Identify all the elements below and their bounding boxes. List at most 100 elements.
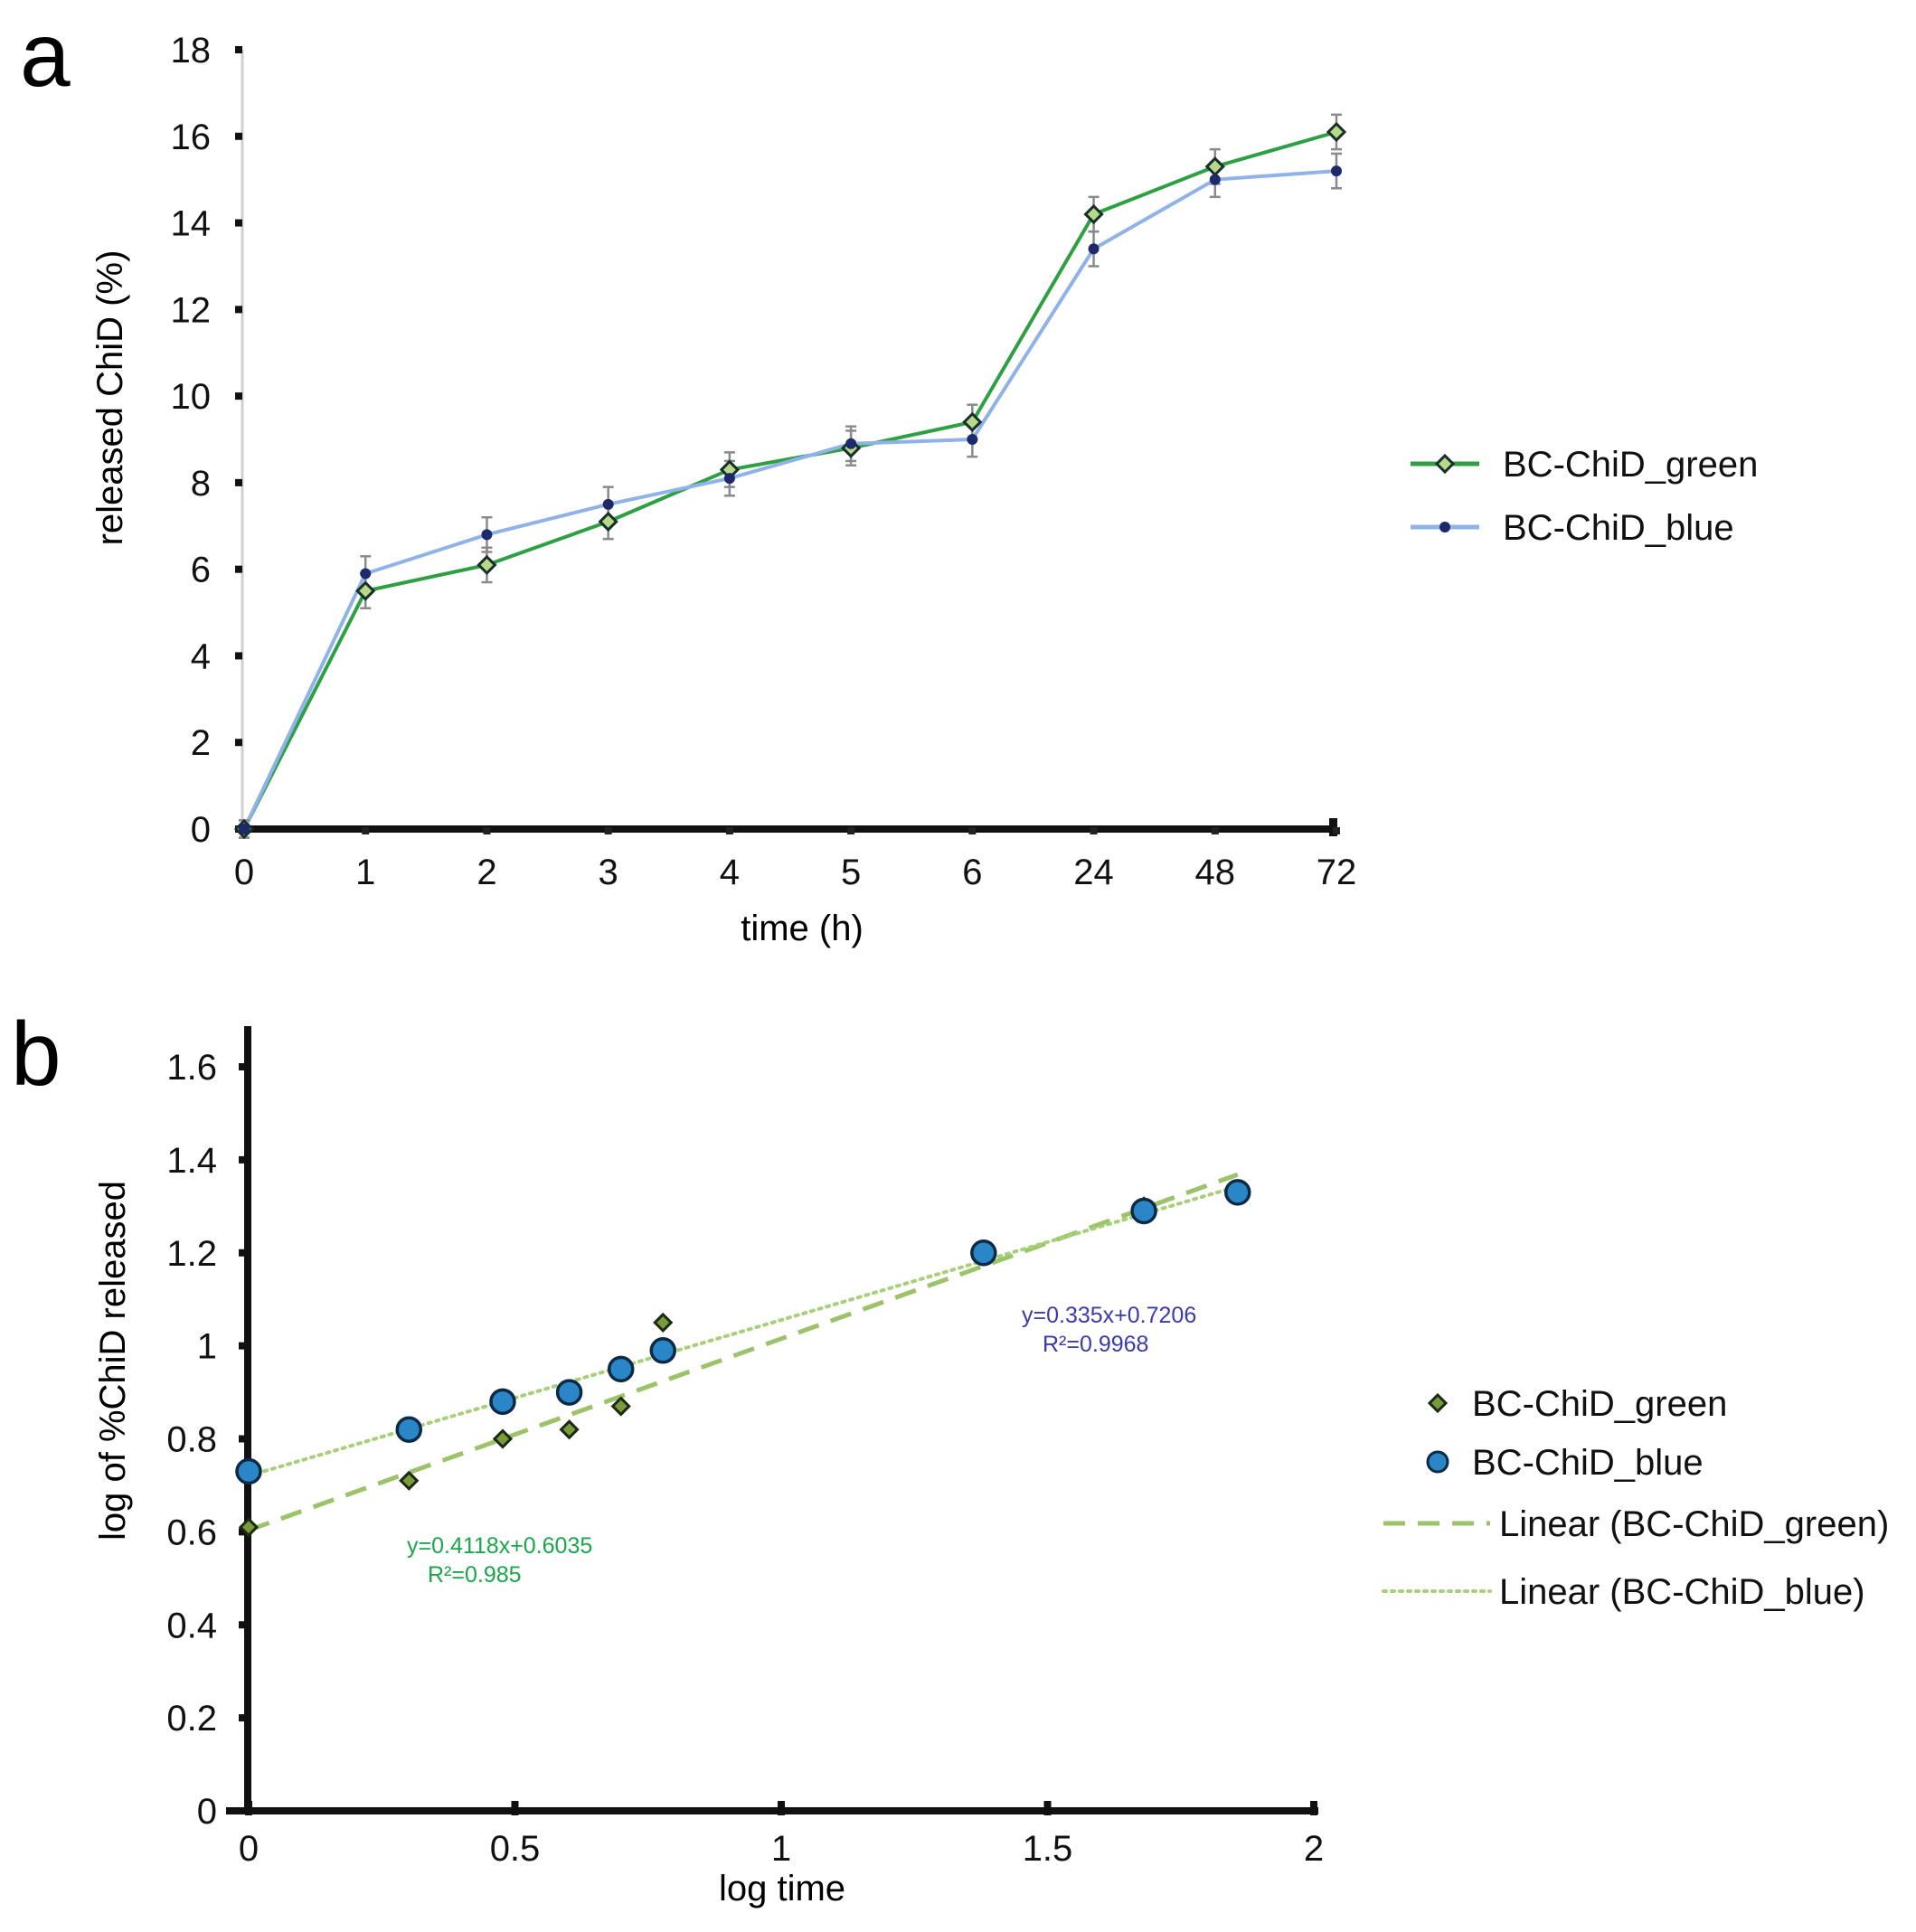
legend-marker-BC-ChiD_green (1427, 1392, 1449, 1414)
scatter-point (610, 1396, 631, 1417)
panel-a-xtick (847, 827, 855, 834)
panel-b-xtick-label: 2 (1304, 1829, 1324, 1869)
panel-b-ytick (239, 1528, 246, 1536)
panel-a-xtick (362, 827, 370, 834)
scatter-point (238, 1517, 260, 1538)
panel-a-ytick-label: 2 (191, 723, 211, 763)
blue-trend-equation: y=0.335x+0.7206 (1022, 1303, 1196, 1328)
panel-a-xtick (968, 827, 977, 834)
panel-b-ytick (239, 1621, 246, 1629)
data-point (360, 568, 372, 580)
panel-a-ytick (235, 392, 242, 401)
panel-a-xtick (1211, 827, 1219, 834)
legend-label-trend-green: Linear (BC-ChiD_green) (1499, 1504, 1889, 1544)
data-point (602, 498, 614, 510)
panel-b-ylabel: log of %ChiD released (93, 1181, 133, 1541)
data-point (355, 580, 376, 601)
legend-label-BC-ChiD_green: BC-ChiD_green (1503, 445, 1758, 485)
legend-marker-BC-ChiD_blue (1439, 522, 1450, 532)
series-line-BC-ChiD_green (242, 130, 1337, 830)
panel-a-xlabel: time (h) (741, 909, 864, 948)
panel-a-ytick-label: 14 (171, 204, 212, 244)
scatter-point (399, 1470, 420, 1491)
panel-b-ytick (239, 1063, 246, 1070)
panel-a-xtick-label: 2 (477, 853, 496, 892)
panel-b-ytick-label: 0.4 (166, 1606, 217, 1645)
scatter-point (555, 1379, 583, 1406)
panel-b-ytick (239, 1714, 246, 1722)
panel-b-ytick-label: 1 (197, 1327, 217, 1367)
series-line-BC-ChiD_blue (242, 169, 1337, 830)
panel-b-xtick (778, 1801, 785, 1815)
legend-label-trend-blue: Linear (BC-ChiD_blue) (1499, 1572, 1865, 1612)
panel-b-ytick-label: 0.8 (166, 1420, 217, 1460)
panel-a-xtick-label: 6 (962, 853, 982, 892)
panel-a-xtick-label: 5 (841, 853, 861, 892)
green-trend-equation: y=0.4118x+0.6035 (407, 1533, 592, 1559)
scatter-point (489, 1388, 516, 1416)
data-point (1204, 156, 1225, 177)
panel-b-legend: BC-ChiD_green BC-ChiD_blue Linear (BC-ChiD… (1382, 1384, 1889, 1612)
data-point (1083, 203, 1104, 225)
panel-b-xtick-label: 0.5 (490, 1829, 541, 1869)
panel-a-ytick-label: 6 (191, 551, 211, 590)
panel-b-xtick-label: 0 (239, 1829, 259, 1869)
scatter-point (653, 1312, 674, 1334)
blue-trend-r2: R²=0.9968 (1043, 1332, 1148, 1357)
panel-b-xlabel: log time (719, 1869, 845, 1908)
panel-b-ytick (239, 1435, 246, 1443)
legend-label-BC-ChiD_green: BC-ChiD_green (1472, 1384, 1727, 1424)
panel-b-ytick-label: 0.2 (166, 1699, 217, 1739)
panel-a-ytick-label: 0 (191, 810, 211, 850)
scatter-point (1224, 1179, 1251, 1206)
legend-label-BC-ChiD_blue: BC-ChiD_blue (1503, 508, 1734, 548)
panel-a-ytick (235, 132, 242, 140)
legend-marker-BC-ChiD_blue (1426, 1450, 1449, 1474)
panel-a-ytick (235, 478, 242, 486)
scatter-point (395, 1416, 423, 1443)
data-point (1331, 165, 1342, 177)
panel-b-ytick-label: 1.6 (166, 1048, 217, 1088)
data-point (481, 529, 493, 541)
panel-a-xtick-label: 72 (1317, 853, 1357, 892)
panel-b-ytick (239, 1155, 246, 1164)
panel-a-ytick-label: 10 (171, 377, 212, 417)
legend-label-BC-ChiD_blue: BC-ChiD_blue (1472, 1443, 1704, 1483)
panel-a-ytick (235, 46, 242, 53)
data-point (1088, 243, 1100, 255)
panel-a-xtick-label: 4 (720, 853, 740, 892)
panel-b-xtick-label: 1 (771, 1829, 791, 1869)
data-point (477, 554, 497, 575)
panel-b-ytick-label: 0 (197, 1792, 217, 1832)
panel-b-ytick (239, 1249, 246, 1257)
data-point (1326, 121, 1347, 143)
panel-a-xtick (604, 827, 612, 834)
legend-marker-BC-ChiD_green (1434, 453, 1456, 475)
panel-b-ytick-label: 1.2 (166, 1234, 217, 1274)
panel-a-legend: BC-ChiD_green BC-ChiD_blue (1411, 445, 1758, 548)
panel-a-xtick (1090, 827, 1098, 834)
panel-a-ytick (235, 565, 242, 573)
panel-b: b 0 0.2 0.4 0.6 0.8 1 1.2 1.4 1.6 0 0.5 1 1.5 2 log t… (11, 1004, 1889, 1908)
scatter-point (492, 1428, 514, 1449)
panel-a-xtick-label: 0 (234, 853, 254, 892)
panel-b-ytick-label: 1.4 (166, 1141, 217, 1181)
panel-b-xtick-label: 1.5 (1023, 1829, 1073, 1869)
panel-a-ytick (235, 739, 242, 747)
panel-a-ylabel: released ChiD (%) (90, 250, 130, 546)
data-point (239, 824, 250, 834)
scatter-point (607, 1355, 635, 1383)
panel-b-xtick (511, 1801, 519, 1815)
panel-a-ytick-label: 12 (171, 290, 212, 330)
trendline-Linear (BC-ChiD_green) (248, 1172, 1239, 1532)
panel-a-ytick (235, 652, 242, 660)
panel-b-ytick (239, 1342, 246, 1350)
panel-a-xtick-label: 1 (355, 853, 375, 892)
panel-a-ytick (235, 219, 242, 227)
panel-a-ytick (235, 306, 242, 314)
data-point (845, 438, 857, 449)
data-point (967, 434, 978, 445)
panel-a-ytick-label: 4 (191, 636, 211, 676)
panel-b-xtick (1043, 1801, 1052, 1815)
